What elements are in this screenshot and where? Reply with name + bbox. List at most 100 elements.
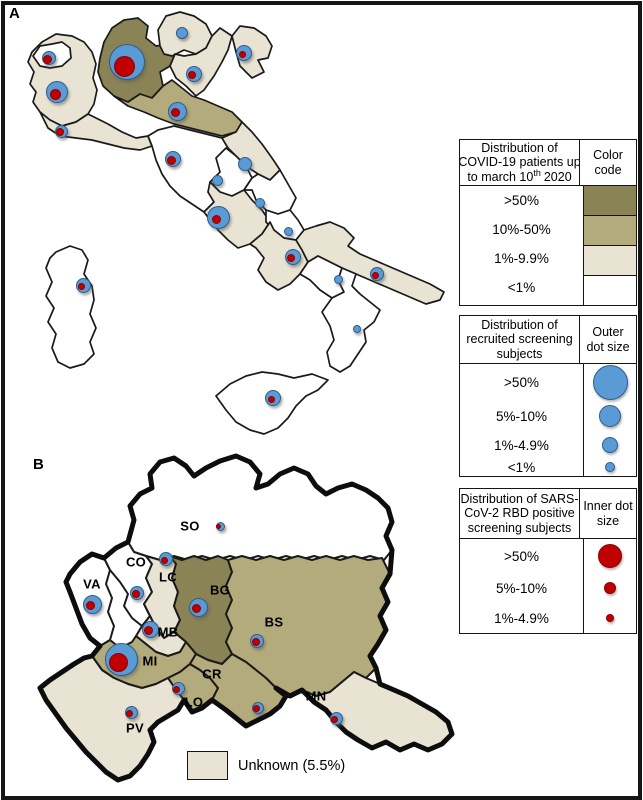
positive-dot-so: [216, 524, 222, 530]
screening-dot-puglia: [370, 267, 384, 281]
legend-symbols-column: [583, 539, 636, 633]
screening-dot-liguria: [54, 124, 68, 138]
legend-inner-dot-title: Distribution of SARS- CoV-2 RBD positive…: [460, 489, 579, 538]
screening-dot-valle-daosta: [42, 51, 56, 65]
legend-color-code-title: Distribution of COVID-19 patients up to …: [460, 140, 579, 185]
legend-symbols-column: [583, 186, 636, 305]
legend-dot-cell: [584, 603, 636, 633]
positive-dot-lo: [173, 685, 181, 693]
positive-dot-mi: [108, 653, 128, 673]
positive-dot-lazio: [211, 214, 221, 224]
screening-dot-co: [130, 586, 144, 600]
positive-dot-pv: [126, 709, 134, 717]
legend-outer-dot-sample: [605, 462, 615, 472]
legend-inner-dot: Distribution of SARS- CoV-2 RBD positive…: [459, 488, 637, 634]
screening-dot-umbria: [211, 174, 223, 186]
province-label-bs: BS: [264, 614, 284, 630]
screening-dot-abruzzo: [255, 198, 265, 208]
legend-color-code-body: >50% 10%-50% 1%-9.9% <1%: [460, 186, 636, 305]
legend-outer-dot-sample: [599, 405, 621, 427]
positive-dot-liguria: [55, 128, 64, 137]
legend-outer-dot-title: Distribution of recruited screening subj…: [460, 316, 579, 363]
screening-dot-lombardia: [109, 44, 145, 80]
positive-dot-emilia-romagna: [170, 108, 180, 118]
positive-dot-veneto: [188, 71, 197, 80]
positive-dot-co: [131, 590, 140, 599]
screening-dot-mn: [329, 711, 343, 725]
positive-dot-mb: [143, 626, 153, 636]
positive-dot-lc: [161, 556, 169, 564]
unknown-label: Unknown (5.5%): [238, 758, 346, 774]
legend-labels-column: >50% 5%-10% 1%-4.9%: [460, 539, 583, 633]
legend-dot-cell: [584, 432, 636, 458]
legend-title-date: to march 10: [467, 170, 534, 185]
screening-dot-emilia-romagna: [167, 101, 187, 121]
screening-dot-mb: [141, 620, 159, 638]
screening-dot-trentino: [176, 27, 188, 39]
legend-title-line: subjects: [496, 346, 543, 361]
province-label-mi: MI: [142, 653, 158, 669]
positive-dot-va: [85, 601, 95, 611]
province-label-va: VA: [83, 576, 101, 592]
positive-dot-piemonte: [49, 88, 61, 100]
province-label-pv: PV: [126, 720, 144, 736]
region-lazio: [203, 181, 271, 249]
positive-dot-puglia: [372, 271, 380, 279]
legend-row-label: 1%-4.9%: [494, 437, 549, 453]
screening-dot-mi: [104, 642, 138, 676]
legend-inner-dot-sample: [598, 544, 622, 568]
legend-title-line: screening subjects: [467, 520, 572, 535]
legend-inner-dot-sample: [606, 614, 614, 622]
legend-color-swatch: [584, 246, 636, 276]
legend-color-swatch: [584, 216, 636, 246]
positive-dot-cr: [253, 705, 261, 713]
legend-color-swatch: [584, 276, 636, 305]
legend-row-label: 5%-10%: [495, 580, 548, 596]
legend-row-label: <1%: [507, 459, 536, 475]
legend-title-sup: th: [533, 168, 541, 179]
positive-dot-lombardia: [113, 55, 135, 77]
legend-inner-dot-sample: [604, 582, 616, 594]
legend-color-swatch: [584, 186, 636, 216]
positive-dot-bg: [191, 604, 201, 614]
panel-a-label: A: [9, 5, 20, 22]
unknown-swatch: [187, 751, 228, 780]
screening-dot-basilicata: [333, 274, 343, 284]
region-campania: [249, 221, 309, 291]
legend-labels-column: >50% 10%-50% 1%-9.9% <1%: [460, 186, 583, 305]
positive-dot-friuli: [238, 50, 246, 58]
screening-dot-bg: [188, 597, 208, 617]
positive-dot-sicilia: [267, 395, 275, 403]
screening-dot-lc: [159, 552, 173, 566]
screening-dot-piemonte: [46, 81, 68, 103]
legend-row-label: >50%: [504, 374, 539, 390]
legend-dot-cell: [584, 458, 636, 476]
screening-dot-lo: [171, 681, 185, 695]
screening-dot-pv: [124, 705, 138, 719]
legend-title-year: 2020: [543, 170, 572, 185]
legend-color-code-col-header: Color code: [579, 140, 636, 185]
screening-dot-toscana: [165, 151, 181, 167]
legend-outer-dot-header: Distribution of recruited screening subj…: [460, 316, 636, 364]
legend-dot-cell: [584, 364, 636, 400]
region-veneto: [169, 27, 233, 97]
screening-dot-friuli: [236, 45, 252, 61]
legend-outer-dot-col-header: Outer dot size: [579, 316, 636, 363]
lombardy-outer-border: [37, 453, 455, 783]
legend-title-line: CoV-2 RBD positive: [464, 506, 575, 521]
screening-dot-va: [82, 594, 102, 614]
legend-row-label: 1%-4.9%: [494, 610, 549, 626]
screening-dot-calabria: [353, 325, 361, 333]
legend-outer-dot: Distribution of recruited screening subj…: [459, 315, 637, 477]
legend-dot-cell: [584, 400, 636, 432]
legend-dot-cell: [584, 539, 636, 573]
legend-title-line: recruited screening: [466, 332, 573, 347]
legend-row-label: 1%-9.9%: [494, 251, 549, 266]
screening-dot-bs: [250, 634, 264, 648]
region-calabria: [321, 267, 381, 373]
province-label-lo: LO: [184, 694, 204, 710]
legend-title-line: COVID-19 patients up: [460, 154, 579, 169]
